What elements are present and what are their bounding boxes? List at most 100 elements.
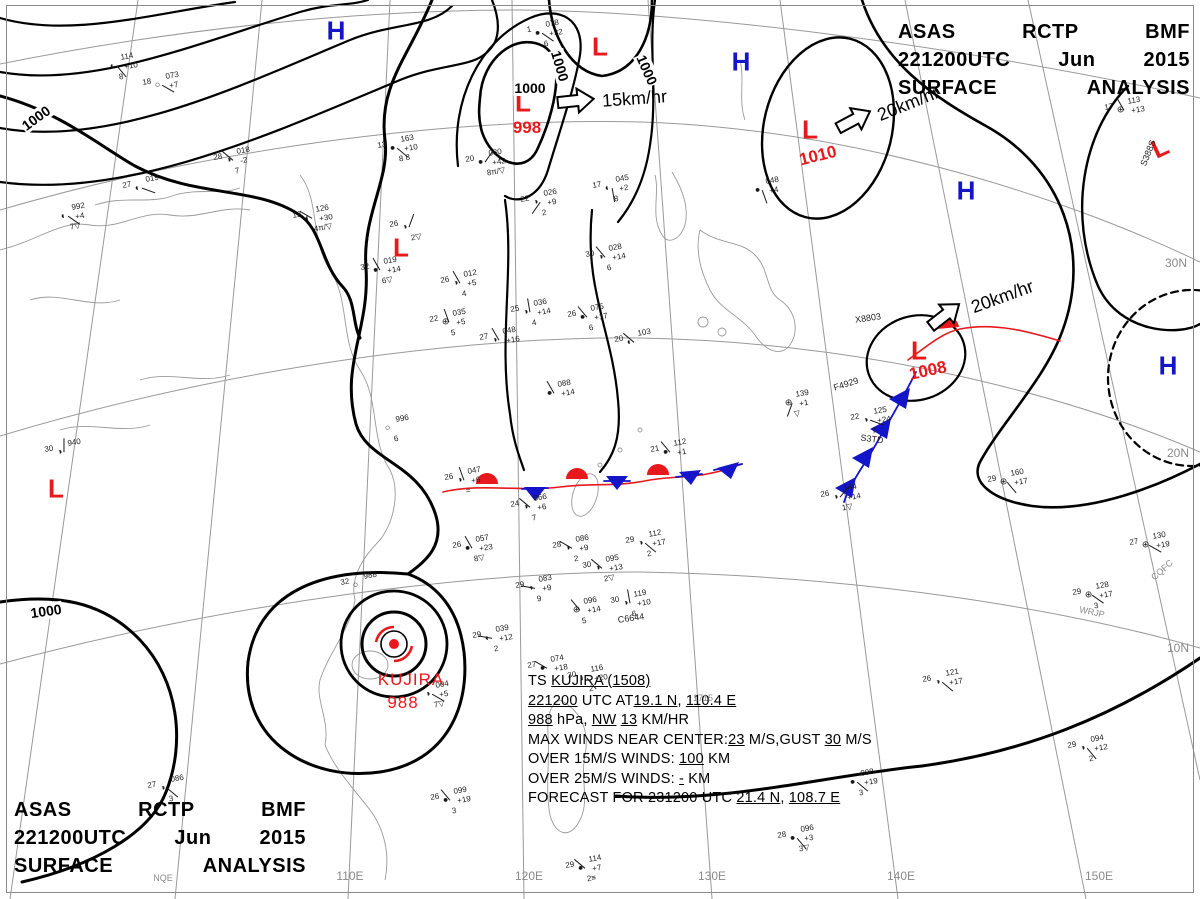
warm-front-bump <box>476 464 669 484</box>
station-temperature: 17 <box>591 179 602 190</box>
station-temperature: 26 <box>566 308 577 319</box>
info-segment: KUJIRA (1508) <box>551 673 651 689</box>
isobar-value-label: 1000 <box>513 80 547 96</box>
info-segment: 100 <box>679 751 704 767</box>
info-segment: M/S <box>841 731 872 748</box>
info-segment: 108.7 E <box>788 790 841 806</box>
low-pressure-symbol: L <box>592 31 608 62</box>
station-temperature: 26 <box>451 539 462 550</box>
graticule-label: 10N <box>1166 641 1190 655</box>
station-weather: 6▽ <box>381 274 394 286</box>
station-temperature: 30 <box>609 594 620 605</box>
station-temperature: 25 <box>509 303 520 314</box>
graticule-label: 150E <box>1084 869 1114 883</box>
graticule-label: 120E <box>514 869 544 883</box>
station-pressure-change: +6 <box>536 501 548 513</box>
station-pressure-change: -2 <box>239 155 249 166</box>
station-pressure-change: +5 <box>455 316 467 328</box>
analysis-title-bottom-left: ASAS RCTP BMF 221200UTC Jun 2015 SURFACE ANALYS… <box>14 796 306 880</box>
station-temperature: 22 <box>428 313 439 324</box>
station-pressure-change: +7 <box>591 862 603 874</box>
station-temperature: 17 <box>1103 101 1114 112</box>
station-pressure-change: +5 <box>466 277 478 289</box>
typhoon-info-line: 221200 UTC AT19.1 N, 110.4 E <box>528 692 872 712</box>
station-pressure-change: +9 <box>578 542 590 554</box>
title-word: 221200UTC <box>898 49 1011 71</box>
analysis-title-line: SURFACE ANALYSIS <box>898 74 1190 102</box>
station-temperature: 26 <box>429 791 440 802</box>
low-pressure-symbol: L <box>48 473 64 504</box>
typhoon-info-line: TS KUJIRA (1508) <box>528 672 872 692</box>
cold-front-triangles <box>835 388 910 498</box>
low-pressure-symbol: L <box>802 114 818 145</box>
station-temperature: 29 <box>1066 739 1077 750</box>
title-word: Jun <box>174 827 212 849</box>
station-temperature: 27 <box>1128 536 1139 547</box>
station-pressure-change: +9 <box>541 582 553 594</box>
info-segment: NW <box>591 712 617 728</box>
station-pressure-change: +6 <box>470 474 482 486</box>
station-temperature: 29 <box>624 534 635 545</box>
info-segment: 221200 <box>528 692 578 709</box>
station-callsign: NQE <box>153 873 173 883</box>
info-segment: TS <box>528 673 552 689</box>
info-segment: FORECAST FOR 231200 UTC <box>528 790 737 806</box>
analysis-title-line: ASAS RCTP BMF <box>898 18 1190 46</box>
info-segment: 988 <box>528 712 553 728</box>
station-temperature: 30 <box>581 559 592 570</box>
title-word: BMF <box>261 799 306 821</box>
title-word: ASAS <box>14 799 72 821</box>
station-weather: ▽ <box>793 408 801 419</box>
high-pressure-symbol: H <box>1158 350 1178 381</box>
info-segment: 110.4 E <box>685 692 737 709</box>
station-temperature: 26 <box>439 274 450 285</box>
station-temperature: 30 <box>43 443 54 454</box>
wind-barb-icon <box>63 438 65 453</box>
graticule-label: 20N <box>1166 446 1190 460</box>
arrow-icon <box>556 86 596 115</box>
info-segment: 23 <box>728 731 745 748</box>
station-temperature: 27 <box>478 331 489 342</box>
info-segment: KM <box>684 770 711 787</box>
info-segment: , <box>677 692 686 709</box>
map-frame <box>6 5 1194 893</box>
info-segment: KM <box>703 751 731 767</box>
station-temperature: 13 <box>376 139 387 150</box>
info-segment: - <box>679 770 685 787</box>
info-segment: 19.1 N <box>633 692 678 709</box>
station-temperature: 27 <box>121 179 132 190</box>
info-segment: M/S,GUST <box>744 731 825 748</box>
title-word: 2015 <box>259 827 306 849</box>
station-weather: 8▽ <box>473 552 486 564</box>
station-temperature: 22 <box>519 193 530 204</box>
title-word: 2015 <box>1143 49 1190 71</box>
analysis-title-line: SURFACE ANALYSIS <box>14 852 306 880</box>
station-temperature: 30 <box>584 248 595 259</box>
high-pressure-symbol: H <box>956 175 976 206</box>
info-segment: UTC AT <box>577 692 634 709</box>
graticule-label: 30N <box>1164 256 1188 270</box>
station-weather: 1▽ <box>841 501 854 513</box>
station-temperature: 28 <box>776 829 787 840</box>
low-pressure-symbol: L <box>393 232 409 263</box>
station-callsign: 1715 <box>692 693 714 703</box>
station-temperature: 18 <box>141 76 152 87</box>
graticule-label: 140E <box>886 869 916 883</box>
typhoon-symbol <box>374 625 414 663</box>
front-layer <box>442 316 1061 503</box>
graticule-label: 130E <box>697 869 727 883</box>
station-temperature: 29 <box>1071 586 1082 597</box>
station-weather: 2≡ <box>586 872 597 884</box>
station-pressure-change: +9 <box>546 196 558 208</box>
title-word: ASAS <box>898 21 956 43</box>
info-segment: OVER 15M/S WINDS: <box>528 751 680 767</box>
motion-arrow <box>554 84 601 121</box>
typhoon-info-line: OVER 15M/S WINDS: 100 KM <box>528 750 872 770</box>
info-segment: KM/HR <box>637 712 690 728</box>
info-segment: MAX WINDS NEAR CENTER: <box>528 731 729 748</box>
station-weather: 2▽ <box>410 231 423 243</box>
info-segment: 30 <box>824 731 842 748</box>
